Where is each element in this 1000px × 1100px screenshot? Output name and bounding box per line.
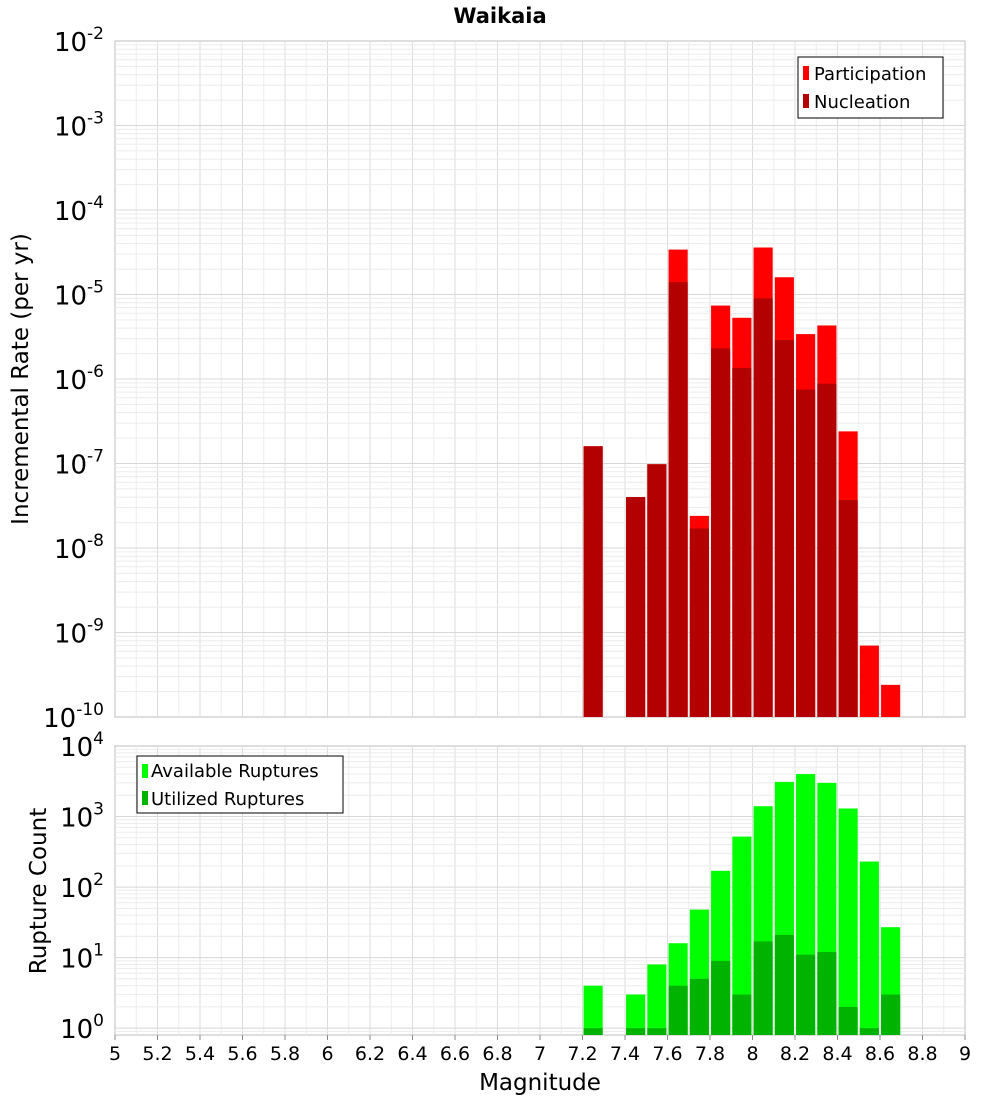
x-tick-label: 5: [109, 1043, 121, 1065]
top-bar-participation: [859, 645, 879, 717]
bottom-bar-utilized-ruptures: [838, 1006, 858, 1035]
bottom-bar-available-ruptures: [647, 964, 667, 1035]
x-tick-label: 9: [959, 1043, 971, 1065]
bottom-bar-utilized-ruptures: [753, 941, 773, 1035]
x-tick-label: 5.6: [227, 1043, 257, 1065]
bottom-y-tick-label: 102: [60, 870, 104, 904]
top-y-tick-labels: 10-10 10-9 10-8 10-7 10-6 10-5 10-4 10-3 10-2: [43, 24, 104, 734]
bottom-bar-available-ruptures: [859, 861, 879, 1035]
x-tick-label: 6.4: [397, 1043, 427, 1065]
bottom-bar-utilized-ruptures: [817, 952, 837, 1035]
top-y-tick-label: 10-9: [54, 616, 104, 650]
bottom-panel-rupture-count: 100 101 102 103 104 5 5.2 5.4 5.6 5.8 6 6.2 6.4 6.6 6…: [26, 729, 971, 1096]
x-tick-label: 5.8: [270, 1043, 300, 1065]
bottom-bar-utilized-ruptures: [732, 994, 752, 1035]
top-bar-nucleation: [732, 367, 752, 717]
top-y-tick-label: 10-10: [43, 700, 104, 734]
top-bar-nucleation: [668, 282, 688, 717]
top-gridlines: [115, 41, 965, 717]
top-bar-nucleation: [583, 446, 603, 717]
bottom-bar-available-ruptures: [838, 808, 858, 1035]
top-bar-nucleation: [647, 464, 667, 717]
legend-label-available: Available Ruptures: [151, 761, 319, 782]
bottom-bar-utilized-ruptures: [626, 1028, 646, 1035]
top-y-tick-label: 10-5: [54, 278, 104, 312]
x-tick-label: 7.6: [652, 1043, 682, 1065]
x-tick-label: 6.8: [482, 1043, 512, 1065]
bottom-bar-available-ruptures: [626, 994, 646, 1035]
x-tick-label: 6.2: [355, 1043, 385, 1065]
x-tick-label: 8.6: [865, 1043, 895, 1065]
legend-swatch-utilized: [142, 791, 148, 805]
bottom-y-tick-label: 104: [60, 729, 104, 763]
x-tick-label: 7.4: [610, 1043, 640, 1065]
bottom-legend-box: [136, 755, 344, 814]
legend-label-utilized: Utilized Ruptures: [151, 789, 304, 810]
legend-swatch-nucleation: [803, 94, 809, 108]
top-bars: [583, 247, 901, 717]
x-tick-label: 8.2: [780, 1043, 810, 1065]
top-y-tick-label: 10-8: [54, 531, 104, 565]
top-bar-nucleation: [817, 383, 837, 717]
x-tick-labels: 5 5.2 5.4 5.6 5.8 6 6.2 6.4 6.6 6.8 7 7.2 7.4 7.6 7.8 8…: [109, 1035, 971, 1065]
top-y-tick-label: 10-3: [54, 109, 104, 143]
x-tick-label: 7: [534, 1043, 546, 1065]
x-tick-label: 8.4: [822, 1043, 852, 1065]
bottom-y-tick-label: 100: [60, 1011, 104, 1045]
bottom-bar-utilized-ruptures: [711, 960, 731, 1035]
top-panel-incremental-rate: 10-10 10-9 10-8 10-7 10-6 10-5 10-4 10-3 10-2 In…: [8, 24, 966, 734]
x-tick-label: 8: [746, 1043, 758, 1065]
top-y-tick-label: 10-4: [54, 193, 104, 227]
top-y-axis-label: Incremental Rate (per yr): [8, 233, 34, 525]
bottom-bar-utilized-ruptures: [647, 1028, 667, 1035]
bottom-bar-utilized-ruptures: [774, 934, 794, 1035]
bottom-y-tick-labels: 100 101 102 103 104: [60, 729, 104, 1045]
x-tick-label: 6.6: [440, 1043, 470, 1065]
x-tick-label: 8.8: [907, 1043, 937, 1065]
legend-label-nucleation: Nucleation: [814, 92, 910, 113]
bottom-y-tick-label: 103: [60, 800, 104, 834]
x-tick-label: 6: [321, 1043, 333, 1065]
top-y-tick-label: 10-7: [54, 447, 104, 481]
top-bar-nucleation: [689, 528, 709, 717]
bottom-bar-utilized-ruptures: [881, 994, 901, 1035]
bottom-legend: Available Ruptures Utilized Ruptures: [136, 755, 344, 814]
bottom-y-axis-label: Rupture Count: [26, 808, 52, 974]
bottom-bar-utilized-ruptures: [689, 978, 709, 1035]
top-y-tick-label: 10-6: [54, 362, 104, 396]
x-axis-label: Magnitude: [479, 1070, 601, 1096]
bottom-bar-utilized-ruptures: [796, 954, 816, 1035]
legend-swatch-participation: [803, 66, 809, 80]
top-bar-nucleation: [626, 497, 646, 717]
bottom-y-tick-label: 101: [60, 941, 104, 975]
top-bar-nucleation: [774, 339, 794, 717]
top-bar-nucleation: [838, 499, 858, 717]
bottom-bars: [583, 774, 901, 1035]
top-legend-box: [797, 56, 944, 119]
bottom-bar-utilized-ruptures: [859, 1028, 879, 1035]
top-bar-nucleation: [711, 348, 731, 717]
legend-swatch-available: [142, 764, 148, 778]
bottom-bar-utilized-ruptures: [668, 985, 688, 1035]
legend-label-participation: Participation: [814, 64, 926, 85]
top-y-tick-label: 10-2: [54, 24, 104, 58]
x-tick-label: 5.4: [185, 1043, 215, 1065]
x-tick-label: 7.8: [695, 1043, 725, 1065]
bottom-bar-available-ruptures: [583, 985, 603, 1035]
chart-title: Waikaia: [453, 4, 546, 28]
top-bar-nucleation: [796, 389, 816, 717]
bottom-bar-available-ruptures: [732, 836, 752, 1035]
x-tick-label: 7.2: [567, 1043, 597, 1065]
top-bar-nucleation: [753, 298, 773, 717]
top-legend: Participation Nucleation: [797, 56, 944, 119]
x-tick-label: 5.2: [142, 1043, 172, 1065]
top-bar-participation: [881, 684, 901, 717]
bottom-bar-utilized-ruptures: [583, 1028, 603, 1035]
